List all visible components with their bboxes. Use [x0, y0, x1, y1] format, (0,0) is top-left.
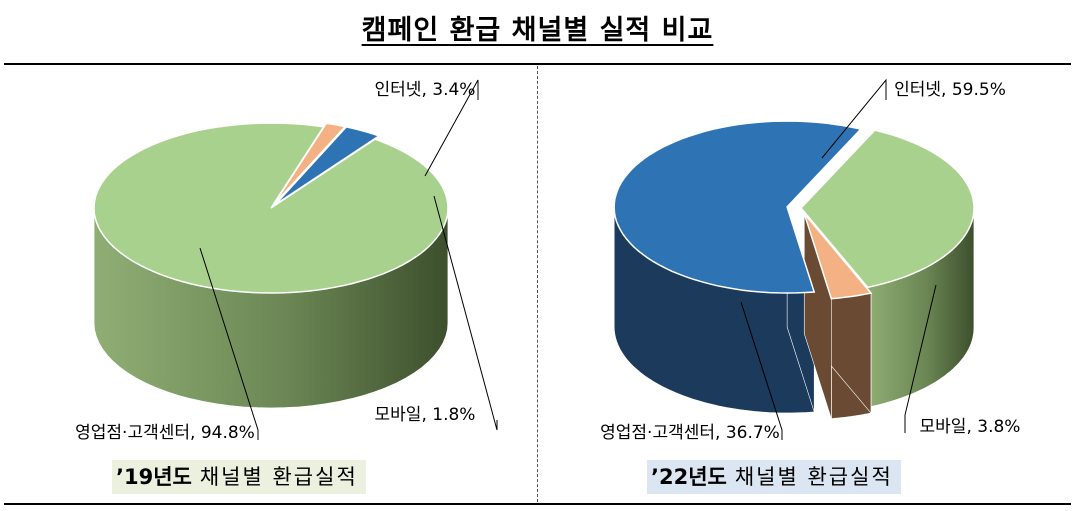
figure-title: 캠페인 환급 채널별 실적 비교	[0, 8, 1075, 47]
leader-line-branch-2019	[199, 247, 259, 440]
leader-line-internet-2019	[424, 79, 479, 177]
pie-slice-branch-2019	[93, 122, 449, 294]
pie-slice-branch-2022	[799, 129, 975, 289]
chart-2022-caption-text: 채널별 환급실적	[734, 465, 893, 489]
chart-2019-caption-text: 채널별 환급실적	[199, 465, 358, 489]
top-rule	[4, 63, 1071, 65]
panel-divider	[537, 66, 538, 502]
chart-2019-caption-year: ’19년도	[116, 465, 192, 489]
pie-chart-2019: 인터넷, 3.4% 모바일, 1.8% 영업점·고객센터, 94.8%	[75, 79, 498, 443]
pie-slice-internet-2022	[613, 120, 863, 294]
pie-chart-2022: 인터넷, 59.5% 모바일, 3.8% 영업점·고객센터, 36.7%	[600, 78, 1021, 443]
chart-2019-caption: ’19년도 채널별 환급실적	[112, 460, 366, 494]
pie-slice-internet-2019	[274, 126, 381, 206]
data-label-branch-2019: 영업점·고객센터, 94.8%	[75, 423, 255, 443]
chart-2022-caption: ’22년도 채널별 환급실적	[647, 460, 901, 494]
pie-slice-mobile-2019	[273, 122, 347, 205]
pie-slice-mobile-2022	[803, 213, 873, 300]
leader-line-internet-2022	[821, 78, 887, 159]
leader-line-mobile-2019	[433, 195, 498, 431]
data-label-mobile-2022: 모바일, 3.8%	[920, 417, 1021, 437]
leader-line-mobile-2022	[904, 284, 937, 433]
data-label-internet-2019: 인터넷, 3.4%	[375, 80, 476, 100]
leader-line-branch-2022	[740, 301, 783, 440]
figure-title-text: 캠페인 환급 채널별 실적 비교	[361, 15, 714, 46]
data-label-branch-2022: 영업점·고객센터, 36.7%	[600, 423, 780, 443]
bottom-rule	[4, 503, 1071, 505]
data-label-mobile-2019: 모바일, 1.8%	[375, 405, 476, 425]
chart-2022-caption-year: ’22년도	[651, 465, 727, 489]
data-label-internet-2022: 인터넷, 59.5%	[894, 80, 1006, 100]
